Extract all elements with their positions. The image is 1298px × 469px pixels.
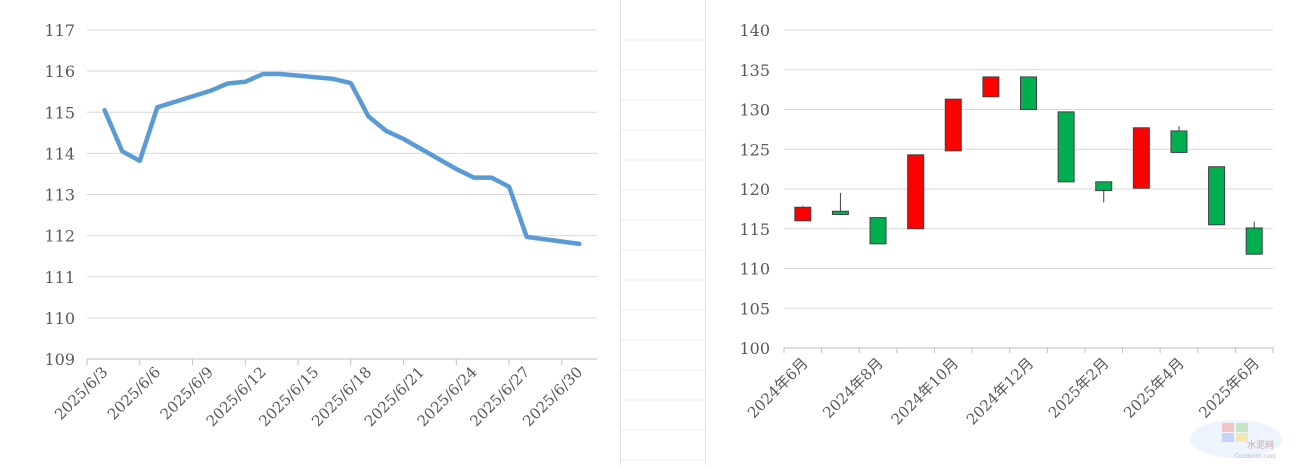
y-tick-label: 140 <box>739 21 770 40</box>
y-tick-label: 116 <box>44 62 75 81</box>
candle-body <box>1096 182 1112 191</box>
candle-body <box>1246 228 1262 254</box>
x-tick-label: 2025年6月 <box>1195 354 1263 422</box>
gap-gridlines <box>620 0 706 465</box>
y-tick-label: 125 <box>739 140 770 159</box>
x-tick-label: 2025年2月 <box>1045 354 1113 422</box>
x-tick-label: 2025/6/6 <box>104 363 164 423</box>
candle-body <box>832 211 848 214</box>
watermark-logo: 水泥网 Ccement.com <box>1188 417 1284 461</box>
x-tick-label: 2024年10月 <box>888 354 962 428</box>
y-tick-label: 110 <box>44 309 75 328</box>
candle-body <box>908 155 924 229</box>
watermark-subtext: Ccement.com <box>1234 453 1276 460</box>
candle-body <box>1133 128 1149 188</box>
panel-gap <box>620 0 706 465</box>
y-tick-label: 114 <box>44 144 75 163</box>
y-tick-label: 117 <box>44 21 75 40</box>
candle-body <box>1058 112 1074 182</box>
candle-body <box>945 99 961 151</box>
y-tick-label: 111 <box>44 268 75 287</box>
y-tick-label: 100 <box>739 339 770 358</box>
y-tick-label: 105 <box>739 299 770 318</box>
x-tick-label: 2024年6月 <box>744 354 812 422</box>
y-tick-label: 120 <box>739 180 770 199</box>
y-tick-label: 130 <box>739 101 770 120</box>
candle-body <box>983 77 999 97</box>
y-tick-label: 115 <box>739 220 770 239</box>
y-tick-label: 110 <box>739 260 770 279</box>
y-tick-label: 109 <box>44 350 75 369</box>
watermark-text: 水泥网 <box>1247 438 1274 451</box>
line-chart: 109 110 111 112 113 114 115 116 117 2025/6/32025/… <box>0 0 620 465</box>
candle-body <box>870 218 886 244</box>
x-tick-label: 2025/6/3 <box>51 363 111 423</box>
y-tick-label: 115 <box>44 103 75 122</box>
candle-body <box>795 207 811 221</box>
x-tick-label: 2025年4月 <box>1120 354 1188 422</box>
candle-body <box>1171 131 1187 152</box>
candle-body <box>1021 77 1037 110</box>
candle-body <box>1209 167 1225 225</box>
y-tick-label: 135 <box>739 61 770 80</box>
x-tick-label: 2024年12月 <box>963 354 1037 428</box>
y-tick-label: 112 <box>44 227 75 246</box>
y-tick-label: 113 <box>44 186 75 205</box>
x-tick-label: 2024年8月 <box>819 354 887 422</box>
series-line <box>105 74 580 244</box>
